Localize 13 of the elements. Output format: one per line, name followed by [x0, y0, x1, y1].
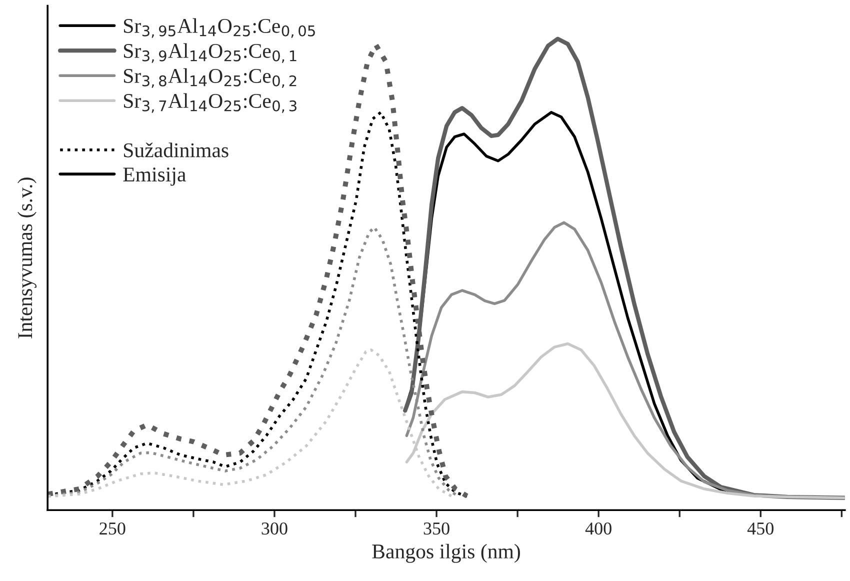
- x-tick-label: 350: [424, 522, 450, 535]
- legend-label: Sr$_{3,8}$Al$_{14}$O$_{25}$:Ce$_{0,2}$: [124, 68, 296, 88]
- y-axis-title: Intensyvumas (s.v.): [18, 178, 36, 338]
- annotation: Emisija: [123, 168, 186, 186]
- x-axis-title: Bangos ilgis (nm): [372, 544, 520, 563]
- legend-label: Sr$_{3,7}$Al$_{14}$O$_{25}$:Ce$_{0,3}$: [124, 93, 296, 113]
- legend-label: Sr$_{3,9}$Al$_{14}$O$_{25}$:Ce$_{0,1}$: [124, 43, 296, 63]
- legend-label: Sr$_{3,95}$Al$_{14}$O$_{25}$:Ce$_{0,05}$: [124, 18, 315, 38]
- x-tick-label: 400: [585, 522, 612, 535]
- x-tick-label: 450: [747, 522, 774, 535]
- x-tick-label: 250: [100, 522, 126, 535]
- x-tick-label: 300: [262, 522, 288, 535]
- annotation: Sužadinimas: [124, 142, 228, 158]
